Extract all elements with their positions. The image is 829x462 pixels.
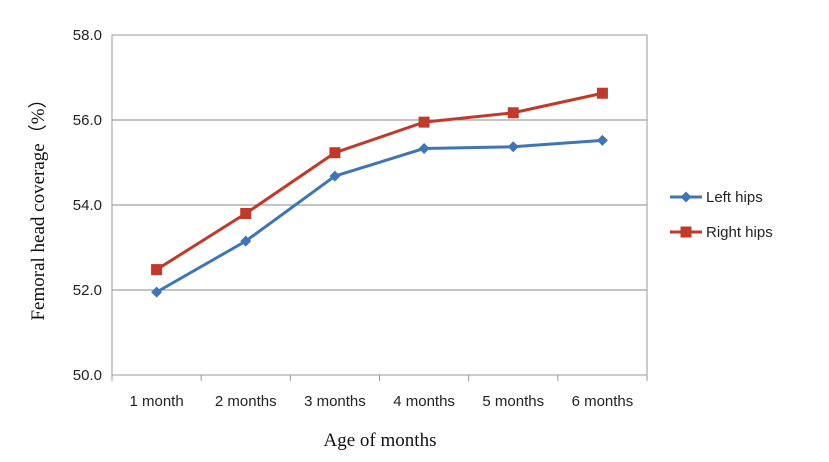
series-line-right-hips <box>155 91 603 271</box>
x-tick-label: 1 month <box>129 393 183 410</box>
data-point-right-hips <box>596 87 608 99</box>
y-tick-label: 52.0 <box>73 282 102 299</box>
y-axis-title: Femoral head coverage（%） <box>27 89 49 320</box>
x-axis-title: Age of months <box>324 430 437 451</box>
x-tick-label: 3 months <box>304 393 366 410</box>
legend-marker-right-hips <box>680 226 692 238</box>
x-tick-label: 4 months <box>393 393 455 410</box>
x-axis-ticks: 1 month 2 months 3 months 4 months 5 months 6… <box>111 375 648 410</box>
y-tick-label: 54.0 <box>73 197 102 214</box>
data-point-left-hips <box>240 235 252 247</box>
x-tick-label: 5 months <box>482 393 544 410</box>
data-point-left-hips <box>418 142 430 154</box>
series-line-left-hips <box>155 138 603 294</box>
legend-label-right-hips: Right hips <box>706 224 773 241</box>
y-tick-label: 58.0 <box>73 27 102 44</box>
data-point-right-hips <box>240 208 252 219</box>
data-point-right-hips <box>151 264 163 276</box>
y-axis-ticks: 50.0 52.0 54.0 56.0 58.0 <box>73 27 102 384</box>
data-point-right-hips <box>507 107 519 119</box>
legend-marker-left-hips <box>680 191 692 203</box>
data-point-right-hips <box>329 147 341 159</box>
x-tick-label: 2 months <box>215 393 277 410</box>
legend-label-left-hips: Left hips <box>706 189 763 206</box>
data-point-left-hips <box>507 141 519 153</box>
x-tick-label: 6 months <box>572 393 634 410</box>
legend: Left hips Right hips <box>670 189 773 241</box>
series-right-hips <box>151 87 608 276</box>
series-group <box>151 87 608 298</box>
grid-lines <box>112 119 647 291</box>
data-point-left-hips <box>151 286 163 298</box>
data-point-right-hips <box>418 116 430 128</box>
series-left-hips <box>151 134 608 298</box>
data-point-left-hips <box>596 134 608 146</box>
y-tick-label: 56.0 <box>73 112 102 129</box>
y-tick-label: 50.0 <box>73 367 102 384</box>
data-point-left-hips <box>329 170 341 182</box>
